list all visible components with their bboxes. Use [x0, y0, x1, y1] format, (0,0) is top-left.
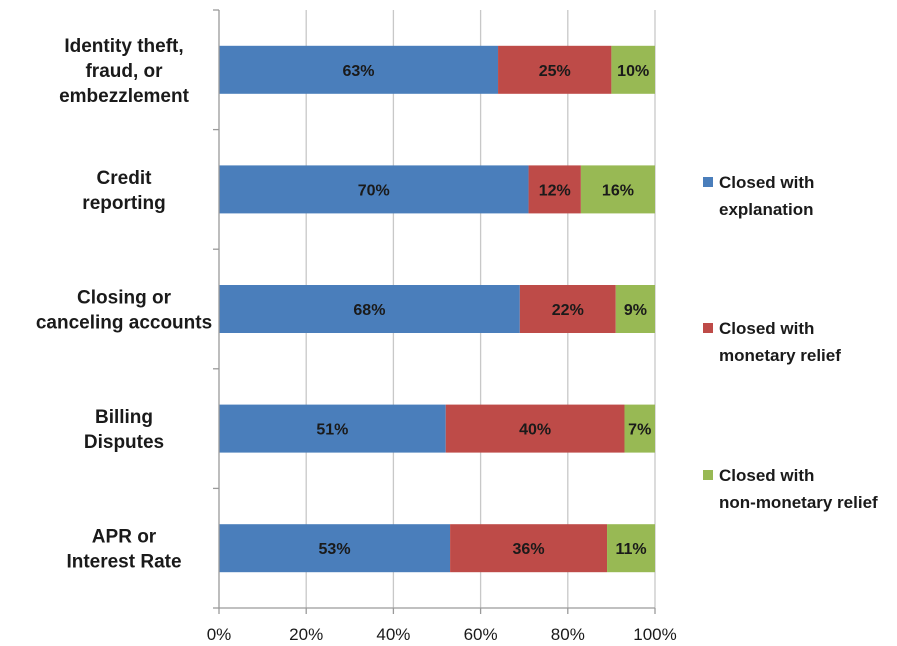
category-label: Closing or canceling accounts: [36, 288, 212, 334]
category-labels: Identity theft, fraud, or embezzlement Cred…: [36, 36, 212, 573]
x-tick-label: 0%: [207, 625, 232, 644]
bar-data-label: 11%: [615, 541, 646, 558]
legend-label: Closed with non-monetary relief: [719, 466, 878, 512]
bar-segment: [219, 285, 520, 333]
bar-data-label: 9%: [624, 302, 647, 319]
legend-swatch: [703, 177, 713, 187]
x-tick-label: 80%: [551, 625, 585, 644]
bar-data-label: 51%: [316, 422, 348, 439]
bar-segment: [528, 165, 581, 214]
bar-data-label: 36%: [513, 541, 545, 558]
bar-segment: [219, 404, 446, 453]
bar-data-label: 68%: [353, 302, 385, 319]
bar-data-label: 22%: [552, 302, 584, 319]
bar-segment: [624, 404, 655, 453]
bar-segment: [611, 45, 655, 94]
legend-label: Closed with explanation: [719, 173, 814, 219]
x-tick-label: 100%: [633, 625, 676, 644]
bar-segment: [219, 165, 529, 214]
bar-data-label: 16%: [602, 182, 634, 199]
bar-segment: [498, 45, 612, 94]
legend: Closed with explanation Closed with monetar…: [703, 173, 878, 512]
bar-data-label: 70%: [358, 182, 390, 199]
x-tick-label: 40%: [376, 625, 410, 644]
x-tick-labels: 0% 20% 40% 60% 80% 100%: [207, 625, 677, 644]
bar-segment: [219, 45, 499, 94]
bar-segment: [519, 285, 616, 333]
bar-data-label: 7%: [628, 422, 651, 439]
bar-segment: [615, 285, 655, 333]
bar-data-label: 63%: [343, 63, 375, 80]
bar-segment: [219, 524, 451, 573]
category-label: Credit reporting: [82, 168, 165, 214]
bar-data-label: 10%: [617, 63, 649, 80]
bar-data-label: 12%: [539, 182, 571, 199]
bar-segment: [607, 524, 655, 573]
legend-swatch: [703, 470, 713, 480]
x-tick-label: 20%: [289, 625, 323, 644]
bar-segment: [450, 524, 608, 573]
bars: 63% 25% 10% 70% 12% 16% 68% 22% 9% 51% 40% 7% 53% 36%…: [219, 45, 655, 573]
category-label: Identity theft, fraud, or embezzlement: [59, 36, 190, 107]
x-tick-label: 60%: [464, 625, 498, 644]
bar-segment: [445, 404, 625, 453]
legend-swatch: [703, 323, 713, 333]
axes: [213, 9, 656, 614]
category-label: Billing Disputes: [84, 407, 164, 453]
legend-label: Closed with monetary relief: [719, 319, 841, 365]
category-label: APR or Interest Rate: [66, 527, 181, 573]
bar-data-label: 40%: [519, 422, 551, 439]
bar-data-label: 25%: [539, 63, 571, 80]
bar-data-label: 53%: [319, 541, 351, 558]
bar-segment: [580, 165, 655, 214]
